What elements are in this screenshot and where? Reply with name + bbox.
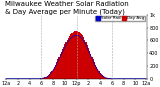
Bar — [107, 78, 108, 79]
Bar — [67, 40, 68, 79]
Bar — [109, 78, 110, 79]
Bar — [108, 78, 109, 79]
Bar — [85, 42, 87, 79]
Bar — [89, 51, 90, 79]
Bar — [100, 73, 101, 79]
Bar — [71, 33, 72, 79]
Bar — [42, 78, 43, 79]
Bar — [104, 77, 105, 79]
Legend: Solar Rad, Day Avg: Solar Rad, Day Avg — [95, 16, 145, 21]
Bar — [101, 74, 102, 79]
Bar — [96, 67, 97, 79]
Bar — [64, 44, 65, 79]
Bar — [61, 52, 62, 79]
Bar — [65, 42, 67, 79]
Bar — [49, 74, 50, 79]
Bar — [103, 76, 104, 79]
Text: Milwaukee Weather Solar Radiation
& Day Average per Minute (Today): Milwaukee Weather Solar Radiation & Day … — [5, 1, 129, 15]
Bar — [53, 69, 54, 79]
Bar — [41, 78, 42, 79]
Bar — [94, 62, 95, 79]
Bar — [76, 31, 77, 79]
Bar — [80, 33, 81, 79]
Bar — [84, 40, 85, 79]
Bar — [62, 49, 63, 79]
Bar — [48, 75, 49, 79]
Bar — [60, 54, 61, 79]
Bar — [88, 48, 89, 79]
Bar — [102, 75, 103, 79]
Bar — [63, 47, 64, 79]
Bar — [91, 57, 92, 79]
Bar — [97, 69, 98, 79]
Bar — [57, 59, 58, 79]
Bar — [98, 71, 100, 79]
Bar — [81, 34, 82, 79]
Bar — [51, 71, 53, 79]
Bar — [95, 64, 96, 79]
Bar — [74, 31, 75, 79]
Bar — [75, 31, 76, 79]
Bar — [54, 67, 55, 79]
Bar — [82, 35, 83, 79]
Bar — [58, 57, 60, 79]
Bar — [83, 37, 84, 79]
Bar — [50, 72, 51, 79]
Bar — [105, 78, 107, 79]
Bar — [68, 38, 69, 79]
Bar — [78, 32, 80, 79]
Bar — [55, 64, 56, 79]
Bar — [77, 31, 78, 79]
Bar — [46, 77, 47, 79]
Bar — [40, 78, 41, 79]
Bar — [87, 45, 88, 79]
Bar — [56, 62, 57, 79]
Bar — [92, 59, 94, 79]
Bar — [70, 34, 71, 79]
Bar — [69, 36, 70, 79]
Bar — [44, 77, 46, 79]
Bar — [72, 32, 74, 79]
Bar — [43, 78, 44, 79]
Bar — [47, 76, 48, 79]
Bar — [90, 54, 91, 79]
